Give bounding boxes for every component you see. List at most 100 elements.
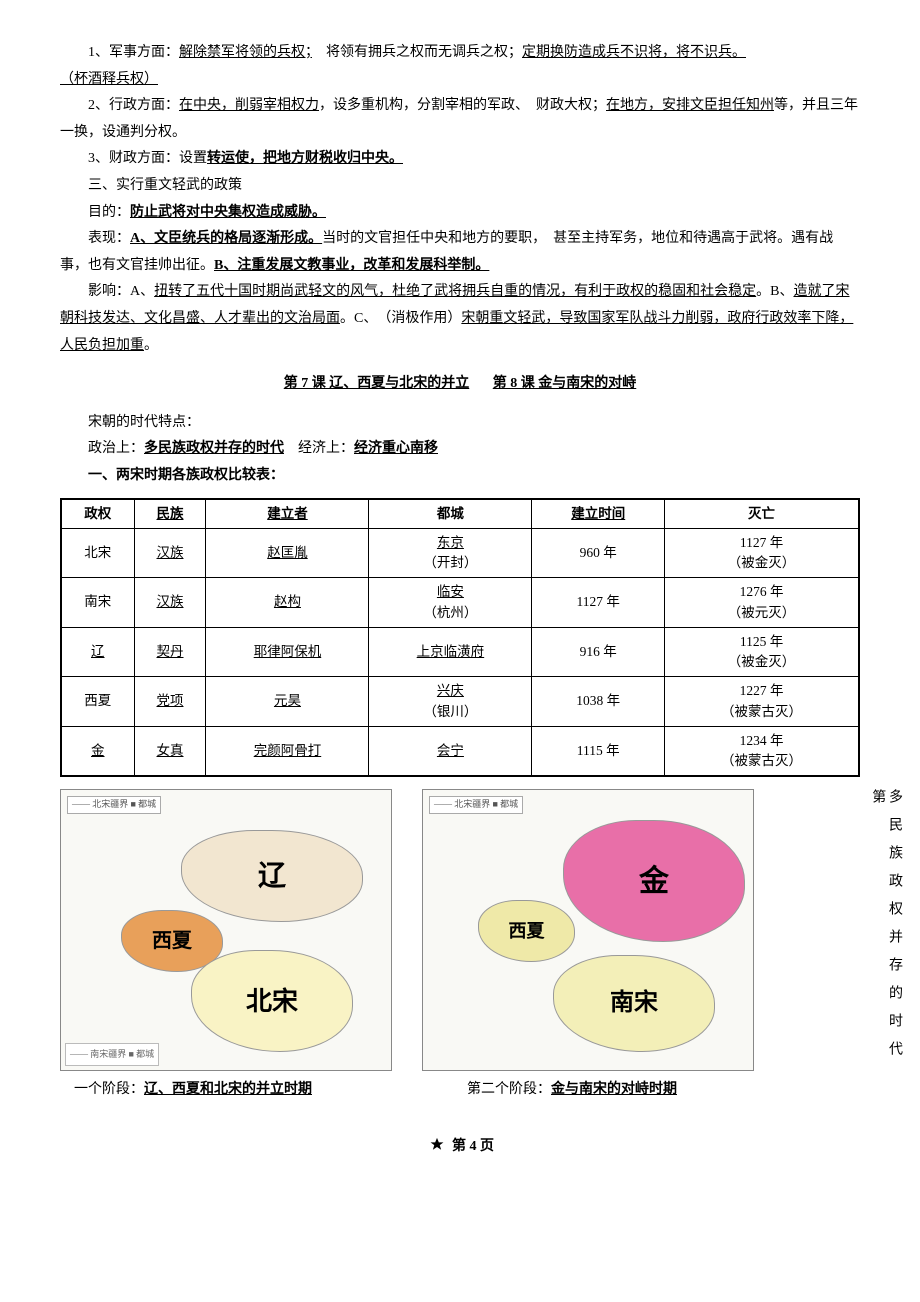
table-row: 北宋汉族赵匡胤东京（开封）960 年1127 年（被金灭） — [61, 528, 859, 578]
eco-pre: 经济上： — [284, 441, 354, 456]
table-row: 南宋汉族赵构临安（杭州）1127 年1276 年（被元灭） — [61, 578, 859, 628]
p6-u2: B、注重发展文教事业，改革和发展科举制。 — [214, 258, 489, 273]
pol-u: 多民族政权并存的时代 — [144, 441, 284, 456]
table-cell: 西夏 — [61, 677, 134, 727]
table-header: 建立时间 — [532, 499, 665, 529]
side-vertical-text: 多民族政权并存的时代第 — [868, 789, 902, 1071]
table-cell: 金 — [61, 726, 134, 776]
map-left-note: —— 南宋疆界 ■ 都城 — [65, 1043, 159, 1066]
table-cell: 1276 年（被元灭） — [665, 578, 859, 628]
para-manifest: 表现：A、文臣统兵的格局逐渐形成。当时的文官担任中央和地方的要职， 甚至主持军务… — [60, 226, 860, 279]
p2-u2: 在地方，安排文臣担任知州 — [606, 98, 774, 113]
pol-pre: 政治上： — [88, 441, 144, 456]
table-row: 金女真完颜阿骨打会宁1115 年1234 年（被蒙古灭） — [61, 726, 859, 776]
p1-u1: 解除禁军将领的兵权； — [179, 45, 312, 60]
table-cell: 1115 年 — [532, 726, 665, 776]
song-features: 政治上：多民族政权并存的时代 经济上：经济重心南移 — [60, 436, 860, 463]
map-region: 西夏 — [478, 900, 575, 962]
table-cell: 1038 年 — [532, 677, 665, 727]
table-cell: 会宁 — [369, 726, 532, 776]
table-cell: 兴庆（银川） — [369, 677, 532, 727]
map-right-legend: —— 北宋疆界 ■ 都城 — [429, 796, 523, 814]
table-cell: 北宋 — [61, 528, 134, 578]
p1-mid1: 将领有拥兵之权而无调兵之权； — [312, 45, 522, 60]
para-impact: 影响：A、扭转了五代十国时期尚武轻文的风气，杜绝了武将拥兵自重的情况，有利于政权… — [60, 279, 860, 359]
table-cell: 1127 年 — [532, 578, 665, 628]
p6-u1: A、文臣统兵的格局逐渐形成。 — [130, 231, 322, 246]
title2: 第 8 课 金与南宋的对峙 — [493, 376, 637, 391]
table-header: 民族 — [134, 499, 206, 529]
para-admin: 2、行政方面：在中央，削弱宰相权力，设多重机构，分割宰相的军政、 财政大权；在地… — [60, 93, 860, 146]
p2-u1: 在中央，削弱宰相权力 — [179, 98, 319, 113]
table-cell: 女真 — [134, 726, 206, 776]
p7-pre: 影响：A、 — [88, 284, 154, 299]
table-cell: 1227 年（被蒙古灭） — [665, 677, 859, 727]
table-header: 都城 — [369, 499, 532, 529]
p3-u1: 转运使，把地方财税收归中央。 — [207, 151, 403, 166]
table-cell: 完颜阿骨打 — [206, 726, 369, 776]
page-footer: 第 4 页 — [60, 1134, 860, 1161]
table-row: 西夏党项元昊兴庆（银川）1038 年1227 年（被蒙古灭） — [61, 677, 859, 727]
table-title: 一、两宋时期各族政权比较表： — [60, 463, 860, 490]
table-row: 辽契丹耶律阿保机上京临潢府916 年1125 年（被金灭） — [61, 627, 859, 677]
map-left: —— 北宋疆界 ■ 都城 —— 南宋疆界 ■ 都城 辽西夏北宋 — [60, 789, 392, 1071]
table-cell: 赵构 — [206, 578, 369, 628]
cap-left-u: 辽、西夏和北宋的并立时期 — [144, 1082, 312, 1097]
cap-left-pre: 一个阶段： — [74, 1082, 144, 1097]
song-intro: 宋朝的时代特点： — [60, 410, 860, 437]
map-region: 金 — [563, 820, 745, 942]
map-right: —— 北宋疆界 ■ 都城 金西夏南宋 — [422, 789, 754, 1071]
para-finance: 3、财政方面：设置转运使，把地方财税收归中央。 — [60, 146, 860, 173]
table-cell: 汉族 — [134, 578, 206, 628]
table-cell: 1127 年（被金灭） — [665, 528, 859, 578]
table-cell: 耶律阿保机 — [206, 627, 369, 677]
table-cell: 916 年 — [532, 627, 665, 677]
para-military: 1、军事方面：解除禁军将领的兵权； 将领有拥兵之权而无调兵之权；定期换防造成兵不… — [60, 40, 860, 67]
p2-mid1: ，设多重机构，分割宰相的军政、 财政大权； — [319, 98, 606, 113]
title1: 第 7 课 辽、西夏与北宋的并立 — [284, 376, 470, 391]
table-cell: 960 年 — [532, 528, 665, 578]
map-region: 北宋 — [191, 950, 353, 1052]
map-left-legend: —— 北宋疆界 ■ 都城 — [67, 796, 161, 814]
table-cell: 1125 年（被金灭） — [665, 627, 859, 677]
cap-right-u: 金与南宋的对峙时期 — [551, 1082, 677, 1097]
p7-mid2: 。C、 （消极作用） — [340, 311, 461, 326]
table-cell: 上京临潢府 — [369, 627, 532, 677]
regimes-table: 政权民族建立者都城建立时间灭亡 北宋汉族赵匡胤东京（开封）960 年1127 年… — [60, 498, 860, 778]
table-cell: 东京（开封） — [369, 528, 532, 578]
p6-pre: 表现： — [88, 231, 130, 246]
table-cell: 赵匡胤 — [206, 528, 369, 578]
p7-mid1: 。B、 — [756, 284, 793, 299]
table-header: 建立者 — [206, 499, 369, 529]
table-cell: 辽 — [61, 627, 134, 677]
maps-row: —— 北宋疆界 ■ 都城 —— 南宋疆界 ■ 都城 辽西夏北宋 —— 北宋疆界 … — [60, 789, 860, 1071]
p7-u1: 扭转了五代十国时期尚武轻文的风气，杜绝了武将拥兵自重的情况，有利于政权的稳固和社… — [154, 284, 756, 299]
caption-right: 第二个阶段：金与南宋的对峙时期 — [467, 1077, 860, 1104]
eco-u: 经济重心南移 — [354, 441, 438, 456]
map-captions: 一个阶段：辽、西夏和北宋的并立时期 第二个阶段：金与南宋的对峙时期 — [60, 1077, 860, 1104]
footer-icon — [426, 1136, 448, 1158]
p2-pre: 2、行政方面： — [88, 98, 179, 113]
para-section3: 三、实行重文轻武的政策 — [60, 173, 860, 200]
p5-pre: 目的： — [88, 205, 130, 220]
table-cell: 南宋 — [61, 578, 134, 628]
table-cell: 元昊 — [206, 677, 369, 727]
caption-left: 一个阶段：辽、西夏和北宋的并立时期 — [60, 1077, 467, 1104]
table-cell: 党项 — [134, 677, 206, 727]
p3-pre: 3、财政方面：设置 — [88, 151, 207, 166]
table-header: 政权 — [61, 499, 134, 529]
table-cell: 汉族 — [134, 528, 206, 578]
table-header: 灭亡 — [665, 499, 859, 529]
cap-right-pre: 第二个阶段： — [467, 1082, 551, 1097]
p1-u3: （杯酒释兵权） — [60, 72, 158, 87]
para-purpose: 目的：防止武将对中央集权造成威胁。 — [60, 200, 860, 227]
table-cell: 临安（杭州） — [369, 578, 532, 628]
p5-u1: 防止武将对中央集权造成威胁。 — [130, 205, 326, 220]
p1-u2: 定期换防造成兵不识将，将不识兵。 — [522, 45, 746, 60]
footer-text: 第 4 页 — [452, 1134, 494, 1161]
table-cell: 契丹 — [134, 627, 206, 677]
map-region: 南宋 — [553, 955, 715, 1052]
p7-tail: 。 — [144, 338, 158, 353]
p1-pre: 1、军事方面： — [88, 45, 179, 60]
para-military-2: （杯酒释兵权） — [60, 67, 860, 94]
